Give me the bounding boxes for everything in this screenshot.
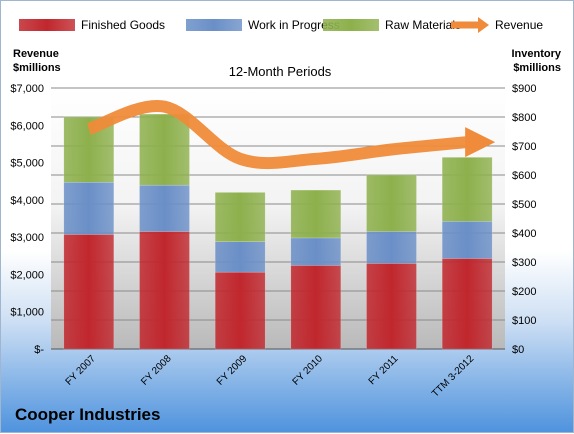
revenue-line — [86, 99, 468, 170]
left-tick-label: $- — [34, 344, 44, 356]
bar-segment — [214, 271, 266, 350]
right-tick-label: $800 — [512, 112, 536, 124]
legend-swatch — [186, 19, 242, 31]
bar-segment — [290, 265, 342, 350]
right-axis-title: $millions — [513, 62, 561, 74]
company-name: Cooper Industries — [15, 405, 161, 424]
left-tick-label: $7,000 — [10, 83, 44, 95]
right-tick-label: $100 — [512, 315, 536, 327]
bar-segment — [290, 189, 342, 239]
left-tick-label: $4,000 — [10, 195, 44, 207]
legend-swatch — [19, 19, 75, 31]
bar-segment — [366, 263, 417, 350]
right-tick-label: $900 — [512, 83, 536, 95]
category-label: FY 2011 — [367, 353, 401, 387]
right-tick-label: $500 — [512, 199, 536, 211]
legend-label: Finished Goods — [81, 18, 165, 32]
left-tick-label: $2,000 — [10, 269, 44, 281]
revenue-point — [315, 158, 317, 160]
bar-segment — [290, 237, 342, 266]
bar-segment — [139, 113, 190, 186]
category-label: FY 2007 — [64, 353, 99, 388]
bar-segment — [214, 192, 266, 242]
legend-swatch-arrow — [478, 17, 489, 33]
right-tick-label: $600 — [512, 170, 536, 182]
legend-swatch — [323, 19, 379, 31]
plot-area — [51, 88, 505, 349]
bar-segment — [139, 184, 190, 232]
bar-segment — [63, 182, 115, 235]
legend-label: Work in Progress — [248, 18, 340, 32]
category-label: FY 2009 — [215, 353, 250, 388]
revenue-point — [164, 106, 166, 108]
right-tick-label: $700 — [512, 141, 536, 153]
right-tick-label: $300 — [512, 257, 536, 269]
revenue-point — [239, 158, 241, 160]
bar-segment — [441, 221, 493, 259]
revenue-point — [88, 128, 90, 130]
left-tick-label: $5,000 — [10, 158, 44, 170]
right-tick-label: $400 — [512, 228, 536, 240]
legend-label: Raw Materials — [385, 18, 461, 32]
left-tick-label: $1,000 — [10, 307, 44, 319]
category-label: FY 2008 — [139, 353, 174, 388]
bar-segment — [214, 241, 266, 273]
left-tick-label: $3,000 — [10, 232, 44, 244]
left-axis-title: Revenue — [13, 48, 59, 60]
category-label: TTM 3-2012 — [430, 353, 477, 400]
legend-label: Revenue — [495, 18, 543, 32]
bar-segment — [441, 258, 493, 350]
category-label: FY 2010 — [291, 353, 326, 388]
bar-segment — [63, 234, 115, 350]
chart-title: 12-Month Periods — [229, 64, 332, 79]
bar-segment — [139, 231, 190, 350]
bar-segment — [366, 231, 417, 264]
right-axis-title: Inventory — [511, 48, 561, 60]
right-tick-label: $200 — [512, 286, 536, 298]
revenue-point — [466, 141, 468, 143]
left-tick-label: $6,000 — [10, 120, 44, 132]
left-axis-title: $millions — [13, 62, 61, 74]
bar-segment — [441, 157, 493, 222]
revenue-point — [391, 149, 393, 151]
right-tick-label: $0 — [512, 344, 524, 356]
revenue-arrowhead — [465, 127, 496, 158]
bar-segment — [366, 174, 417, 232]
